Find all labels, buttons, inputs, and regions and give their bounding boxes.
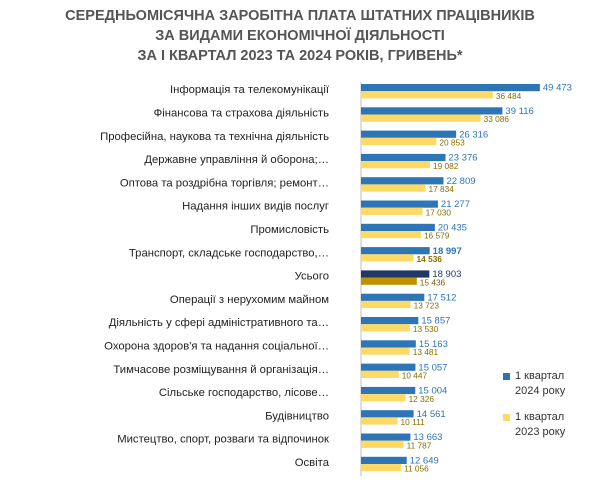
value-label-2023: 17 834 (428, 184, 454, 194)
value-label-2023: 19 082 (433, 161, 459, 171)
legend-2023-swatch (503, 414, 510, 421)
value-label-2024: 20 435 (438, 223, 467, 234)
bar-2023 (361, 207, 423, 215)
category-label: Професійна, наукова та технічна діяльніс… (100, 131, 329, 143)
bar-2024 (361, 363, 416, 371)
legend-2024-label: 1 квартал 2024 року (515, 370, 566, 397)
value-label-2023: 11 056 (404, 464, 429, 474)
bar-2023 (361, 394, 406, 402)
value-label-2024: 21 277 (441, 199, 470, 210)
bar-2023 (361, 161, 430, 169)
bar-2024 (361, 177, 444, 185)
bar-2024 (361, 456, 407, 464)
bar-2024 (361, 317, 419, 325)
bar-2023 (361, 277, 417, 285)
value-label-2023: 36 484 (496, 91, 522, 101)
value-label-2024: 17 512 (427, 292, 456, 303)
bar-2024 (361, 153, 446, 162)
chart-title-line-1: СЕРЕДНЬОМІСЯЧНА ЗАРОБІТНА ПЛАТА ШТАТНИХ … (65, 8, 535, 24)
value-label-2024: 15 057 (418, 362, 447, 373)
chart-title-line-2: ЗА ВИДАМИ ЕКОНОМІЧНОЇ ДІЯЛЬНОСТІ (155, 28, 445, 44)
bar-2023 (361, 300, 411, 309)
category-label: Освіта (295, 457, 330, 469)
bar-2023 (361, 417, 398, 425)
value-label-2023: 13 481 (413, 347, 439, 357)
category-label: Усього (295, 271, 329, 283)
value-label-2024: 13 663 (413, 432, 442, 443)
bar-2024 (361, 270, 430, 278)
value-label-2023: 10 447 (402, 371, 428, 381)
bar-2024 (361, 386, 416, 395)
value-label-2023: 17 030 (426, 207, 452, 217)
bar-2023 (361, 370, 399, 378)
value-label-2023: 15 436 (420, 277, 446, 287)
value-label-2023: 14 536 (417, 254, 443, 264)
value-label-2024: 14 561 (417, 409, 446, 420)
legend-2023-label: 1 квартал 2023 року (515, 411, 566, 438)
bar-2023 (361, 231, 421, 239)
bar-2024 (361, 107, 503, 115)
bar-2024 (361, 130, 457, 138)
value-label-2024: 23 376 (449, 153, 478, 164)
value-label-2024: 49 473 (543, 83, 572, 94)
value-label-2023: 33 086 (484, 114, 510, 124)
value-label-2024: 15 004 (418, 386, 447, 397)
bar-2024 (361, 433, 411, 441)
value-label-2023: 16 579 (424, 231, 450, 241)
value-label-2023: 11 787 (407, 440, 432, 450)
chart-title-line-3: ЗА І КВАРТАЛ 2023 ТА 2024 РОКІВ, ГРИВЕНЬ… (137, 48, 463, 64)
bar-2023 (361, 114, 481, 122)
bar-2024 (361, 293, 425, 301)
legend-2024-swatch (503, 373, 510, 380)
category-label: Оптова та роздрібна торгівля; ремонт… (120, 177, 329, 189)
bar-2024 (361, 410, 414, 418)
bar-2023 (361, 184, 426, 192)
value-label-2024: 12 649 (410, 456, 439, 467)
value-label-2024: 15 857 (421, 316, 450, 327)
bar-2024 (361, 340, 416, 348)
value-label-2024: 26 316 (459, 129, 488, 140)
value-label-2024: 39 116 (505, 106, 533, 117)
value-label-2023: 13 723 (414, 301, 440, 311)
category-label: Сільське господарство, лісове… (159, 387, 329, 399)
value-label-2023: 20 853 (439, 138, 465, 148)
value-label-2023: 10 111 (401, 417, 426, 427)
category-label: Надання інших видів послуг (182, 201, 329, 213)
category-label: Діяльність у сфері адміністративного та… (109, 317, 329, 329)
category-label: Фінансова та страхова діяльність (154, 108, 329, 120)
bar-2024 (361, 200, 438, 208)
category-label: Охорона здоров'я та надання соціальної… (104, 341, 329, 353)
bar-2023 (361, 440, 404, 448)
bar-2024 (361, 84, 540, 92)
value-label-2024: 18 997 (433, 246, 462, 257)
bar-2023 (361, 254, 414, 262)
bar-2023 (361, 324, 410, 332)
category-label: Інформація та телекомунікації (170, 84, 330, 96)
value-label-2024: 22 809 (446, 176, 475, 187)
bar-2024 (361, 247, 430, 255)
bar-2023 (361, 347, 410, 355)
category-label: Будівництво (265, 410, 329, 422)
value-label-2024: 18 903 (432, 269, 461, 280)
bar-2024 (361, 223, 435, 231)
chart-title: СЕРЕДНЬОМІСЯЧНА ЗАРОБІТНА ПЛАТА ШТАТНИХ … (0, 6, 600, 66)
value-label-2024: 15 163 (419, 339, 448, 350)
category-label: Транспорт, складське господарство,… (129, 247, 329, 259)
bar-2023 (361, 91, 493, 99)
value-label-2023: 12 326 (409, 394, 435, 404)
category-label: Тимчасове розміщування й організація… (113, 364, 329, 376)
bar-2023 (361, 137, 437, 145)
category-label: Промисловість (250, 224, 329, 236)
value-label-2023: 13 530 (413, 324, 439, 334)
category-label: Державне управління й оборона;… (144, 154, 329, 166)
bar-2023 (361, 464, 401, 472)
category-label: Мистецтво, спорт, розваги та відпочинок (117, 434, 329, 446)
category-label: Операції з нерухомим майном (170, 294, 329, 306)
